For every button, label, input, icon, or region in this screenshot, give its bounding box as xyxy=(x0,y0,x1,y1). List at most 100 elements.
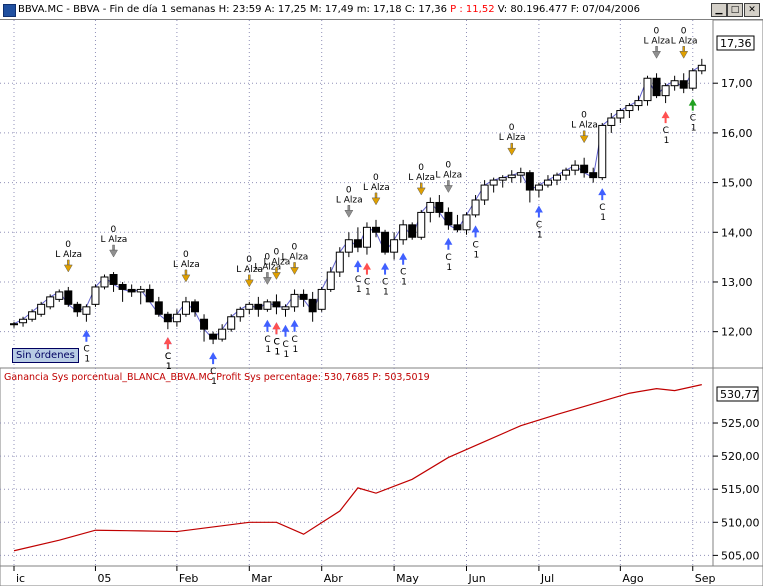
buy-count: 0 xyxy=(418,163,424,173)
sell-signal-count: 1 xyxy=(265,345,271,355)
buy-arrow-icon xyxy=(652,46,661,59)
sell-signal-label: C xyxy=(400,268,406,278)
candle-body xyxy=(553,174,561,181)
buy-signal: 0L Alza xyxy=(571,111,598,144)
candle-body xyxy=(91,286,100,305)
candle xyxy=(417,209,426,240)
buy-count: 0 xyxy=(681,26,687,36)
candle xyxy=(661,83,670,104)
title-maximo: M: 17,49 xyxy=(309,4,354,15)
candle-body xyxy=(10,323,18,326)
buy-signal: 0L Alza xyxy=(236,255,263,288)
title-name: BBVA xyxy=(73,4,100,15)
candle xyxy=(145,284,154,303)
candle xyxy=(317,286,326,312)
price-y-tick-label: 15,00 xyxy=(721,177,753,190)
candle-body xyxy=(643,77,652,102)
buy-label: L Alza xyxy=(236,265,263,275)
sell-signal: C1 xyxy=(598,188,607,223)
chart-window-icon[interactable] xyxy=(3,4,16,17)
stop-signal: C1 xyxy=(272,322,281,357)
minimize-button[interactable]: ▁ xyxy=(711,3,727,17)
x-tick-label: Ago xyxy=(622,572,644,585)
sell-signal: C1 xyxy=(82,329,91,365)
sell-signal-arrow-icon xyxy=(209,352,218,365)
price-y-tick-label: 16,00 xyxy=(721,127,753,140)
buy-arrow-icon xyxy=(109,244,118,258)
candle xyxy=(571,160,580,176)
indicator-plot-area[interactable] xyxy=(0,367,714,567)
price-y-tick-label: 12,00 xyxy=(721,326,753,339)
candle-body xyxy=(489,179,498,186)
candle xyxy=(435,195,444,218)
title-hora: H: 23:59 xyxy=(218,4,262,15)
buy-arrow-icon xyxy=(679,46,689,59)
candle-body xyxy=(417,211,426,238)
candle-body xyxy=(281,306,290,310)
x-tick-label: Feb xyxy=(179,572,198,585)
time-axis-area xyxy=(0,565,763,586)
last-price-label: 17,36 xyxy=(720,37,752,50)
orders-button[interactable]: Sin órdenes xyxy=(12,348,79,363)
candle-body xyxy=(181,301,190,315)
candle-body xyxy=(163,313,172,323)
candle xyxy=(181,296,190,317)
title-apertura: A: 17,25 xyxy=(264,4,307,15)
buy-count: 0 xyxy=(373,173,379,183)
candle-body xyxy=(326,271,335,290)
sell-signal-arrow-icon xyxy=(471,225,480,238)
candle xyxy=(381,229,390,255)
candle xyxy=(489,177,498,193)
sell-signal-label: C xyxy=(382,278,388,288)
buy-signal: 0L Alza xyxy=(282,242,308,275)
stop-signal-label: C xyxy=(273,337,279,347)
buy-arrow-icon xyxy=(507,142,517,156)
sell-signal-label: C xyxy=(355,275,361,285)
candle-body xyxy=(200,318,209,330)
candle xyxy=(634,95,643,111)
candle-body xyxy=(652,77,661,97)
sell-signal-count: 1 xyxy=(446,263,452,273)
sell-signal: C1 xyxy=(209,352,218,387)
candle-body xyxy=(335,251,344,273)
candle-body xyxy=(263,301,272,310)
x-tick-label: Abr xyxy=(324,572,344,585)
candle xyxy=(362,222,371,255)
buy-arrow-icon xyxy=(290,262,299,275)
last-price-marker: 17,36 xyxy=(716,35,755,51)
price-plot-area[interactable] xyxy=(0,20,713,368)
sell-signal-label: C xyxy=(473,240,479,250)
close-button[interactable]: ✕ xyxy=(744,3,760,17)
buy-arrow-icon xyxy=(443,180,453,193)
buy-signal: 0L Alza xyxy=(671,26,698,59)
candle-body xyxy=(435,201,444,213)
price-y-tick-label: 14,00 xyxy=(721,226,753,239)
candle-body xyxy=(408,224,417,238)
candle-body xyxy=(82,306,91,315)
candle-body xyxy=(634,100,643,107)
candle xyxy=(471,195,480,218)
candle-body xyxy=(625,105,634,112)
candle xyxy=(444,207,453,230)
candle xyxy=(616,108,625,123)
buy-label: L Alza xyxy=(671,36,698,46)
candle xyxy=(218,324,227,342)
sell-signal-arrow-icon xyxy=(82,329,91,342)
candle-body xyxy=(109,274,118,285)
buy-arrow-icon xyxy=(416,182,426,196)
candle xyxy=(272,294,281,315)
candle xyxy=(100,274,109,290)
sell-signal: C1 xyxy=(281,324,290,360)
candle xyxy=(281,304,290,317)
buy-label: L Alza xyxy=(435,170,462,180)
candle xyxy=(390,232,399,260)
candle-body xyxy=(507,174,516,179)
stop-signal-arrow-icon xyxy=(272,322,281,335)
candle-body xyxy=(353,239,362,248)
exit-signal-label: C xyxy=(690,114,696,124)
candle xyxy=(534,182,543,198)
time-x-axis: ic05FebMarAbrMayJunJulAgoSepOctNovDic06F… xyxy=(13,566,716,585)
candle-body xyxy=(145,288,154,303)
maximize-button[interactable]: □ xyxy=(727,3,743,17)
